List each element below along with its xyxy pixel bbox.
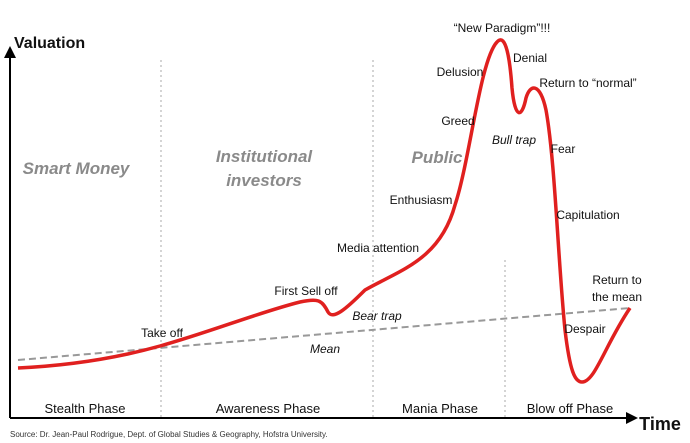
phase-label: Blow off Phase — [527, 401, 613, 416]
annotation: Return to “normal” — [539, 76, 636, 90]
annotation: Despair — [564, 322, 605, 336]
annotation: the mean — [592, 290, 642, 304]
phase-label: Awareness Phase — [216, 401, 321, 416]
annotation: Bull trap — [492, 133, 536, 147]
dividers — [160, 60, 506, 418]
mean-line — [17, 307, 631, 361]
annotation: Capitulation — [556, 208, 619, 222]
annotation: Enthusiasm — [390, 193, 453, 207]
group-label: Public — [411, 148, 463, 167]
annotation: Denial — [513, 51, 547, 65]
y-axis-label: Valuation — [14, 35, 85, 52]
annotation: Return to — [592, 273, 642, 287]
annotation: First Sell off — [274, 284, 338, 298]
annotation: “New Paradigm”!!! — [454, 21, 551, 35]
group-label: Institutional — [216, 147, 314, 166]
phase-label: Stealth Phase — [45, 401, 126, 416]
phase-label: Mania Phase — [402, 401, 478, 416]
group-label: investors — [226, 171, 302, 190]
annotation: Greed — [441, 114, 474, 128]
source: Source: Dr. Jean-Paul Rodrigue, Dept. of… — [10, 430, 328, 439]
annotation: Mean — [310, 342, 340, 356]
bubble-curve — [17, 38, 632, 384]
annotation: Take off — [141, 326, 183, 340]
group-label: Smart Money — [23, 159, 131, 178]
x-axis-label: Time — [639, 414, 681, 434]
annotation: Fear — [551, 142, 576, 156]
annotation: Delusion — [437, 65, 484, 79]
annotation: Bear trap — [352, 309, 402, 323]
annotation: Media attention — [337, 241, 419, 255]
